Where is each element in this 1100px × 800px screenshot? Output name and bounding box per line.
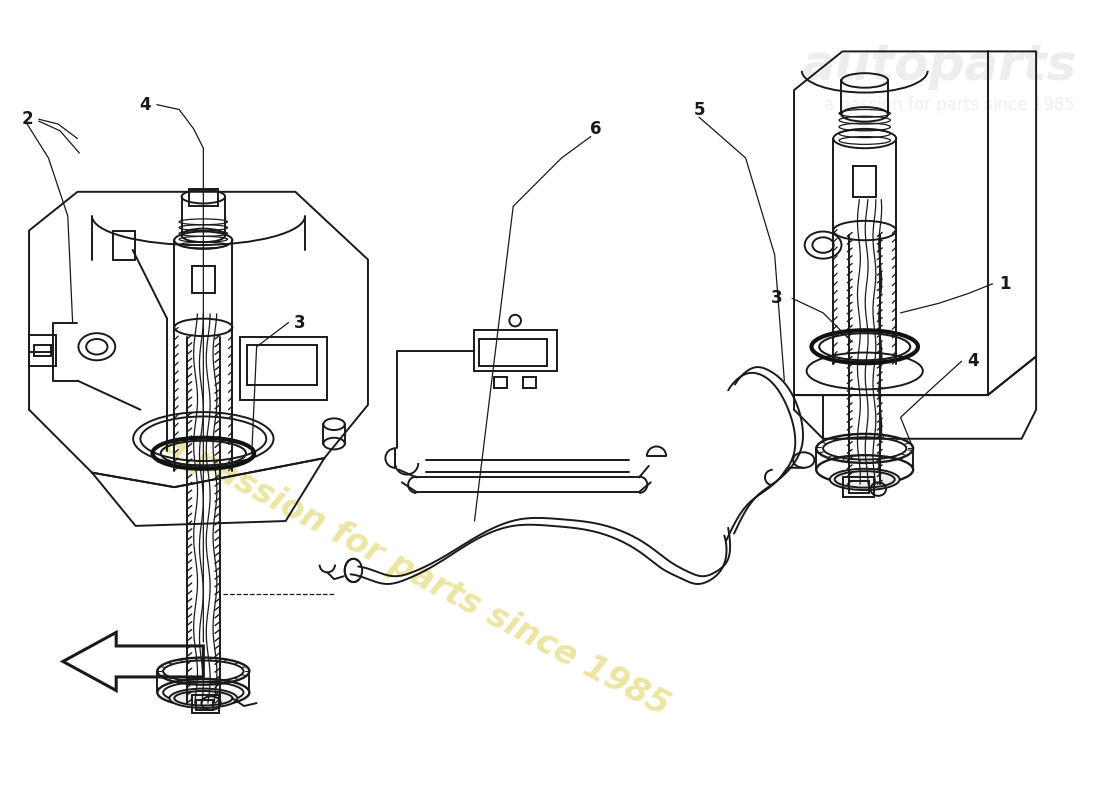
- Bar: [113, 230, 134, 259]
- Bar: [246, 345, 317, 386]
- Bar: [844, 478, 875, 497]
- Bar: [494, 377, 507, 388]
- Bar: [196, 700, 213, 710]
- Bar: [522, 377, 537, 388]
- Bar: [240, 337, 328, 400]
- Bar: [854, 166, 877, 197]
- Text: a passion for parts since 1985: a passion for parts since 1985: [824, 95, 1075, 114]
- Text: 6: 6: [590, 120, 602, 138]
- Text: 5: 5: [693, 101, 705, 118]
- Bar: [474, 330, 557, 371]
- Bar: [29, 335, 56, 366]
- Bar: [191, 695, 219, 713]
- Text: 2: 2: [21, 110, 33, 128]
- Bar: [191, 266, 214, 294]
- Bar: [189, 189, 218, 206]
- Text: a passion for parts since 1985: a passion for parts since 1985: [158, 426, 675, 722]
- Text: 1: 1: [1000, 275, 1011, 293]
- Text: 3: 3: [771, 290, 782, 307]
- Text: 4: 4: [140, 96, 151, 114]
- Text: autoparts: autoparts: [802, 42, 1077, 90]
- Bar: [480, 339, 547, 366]
- Bar: [34, 345, 52, 357]
- Ellipse shape: [829, 469, 900, 490]
- Ellipse shape: [169, 689, 238, 708]
- Text: 3: 3: [295, 314, 306, 331]
- Bar: [849, 482, 869, 493]
- Text: 4: 4: [967, 352, 979, 370]
